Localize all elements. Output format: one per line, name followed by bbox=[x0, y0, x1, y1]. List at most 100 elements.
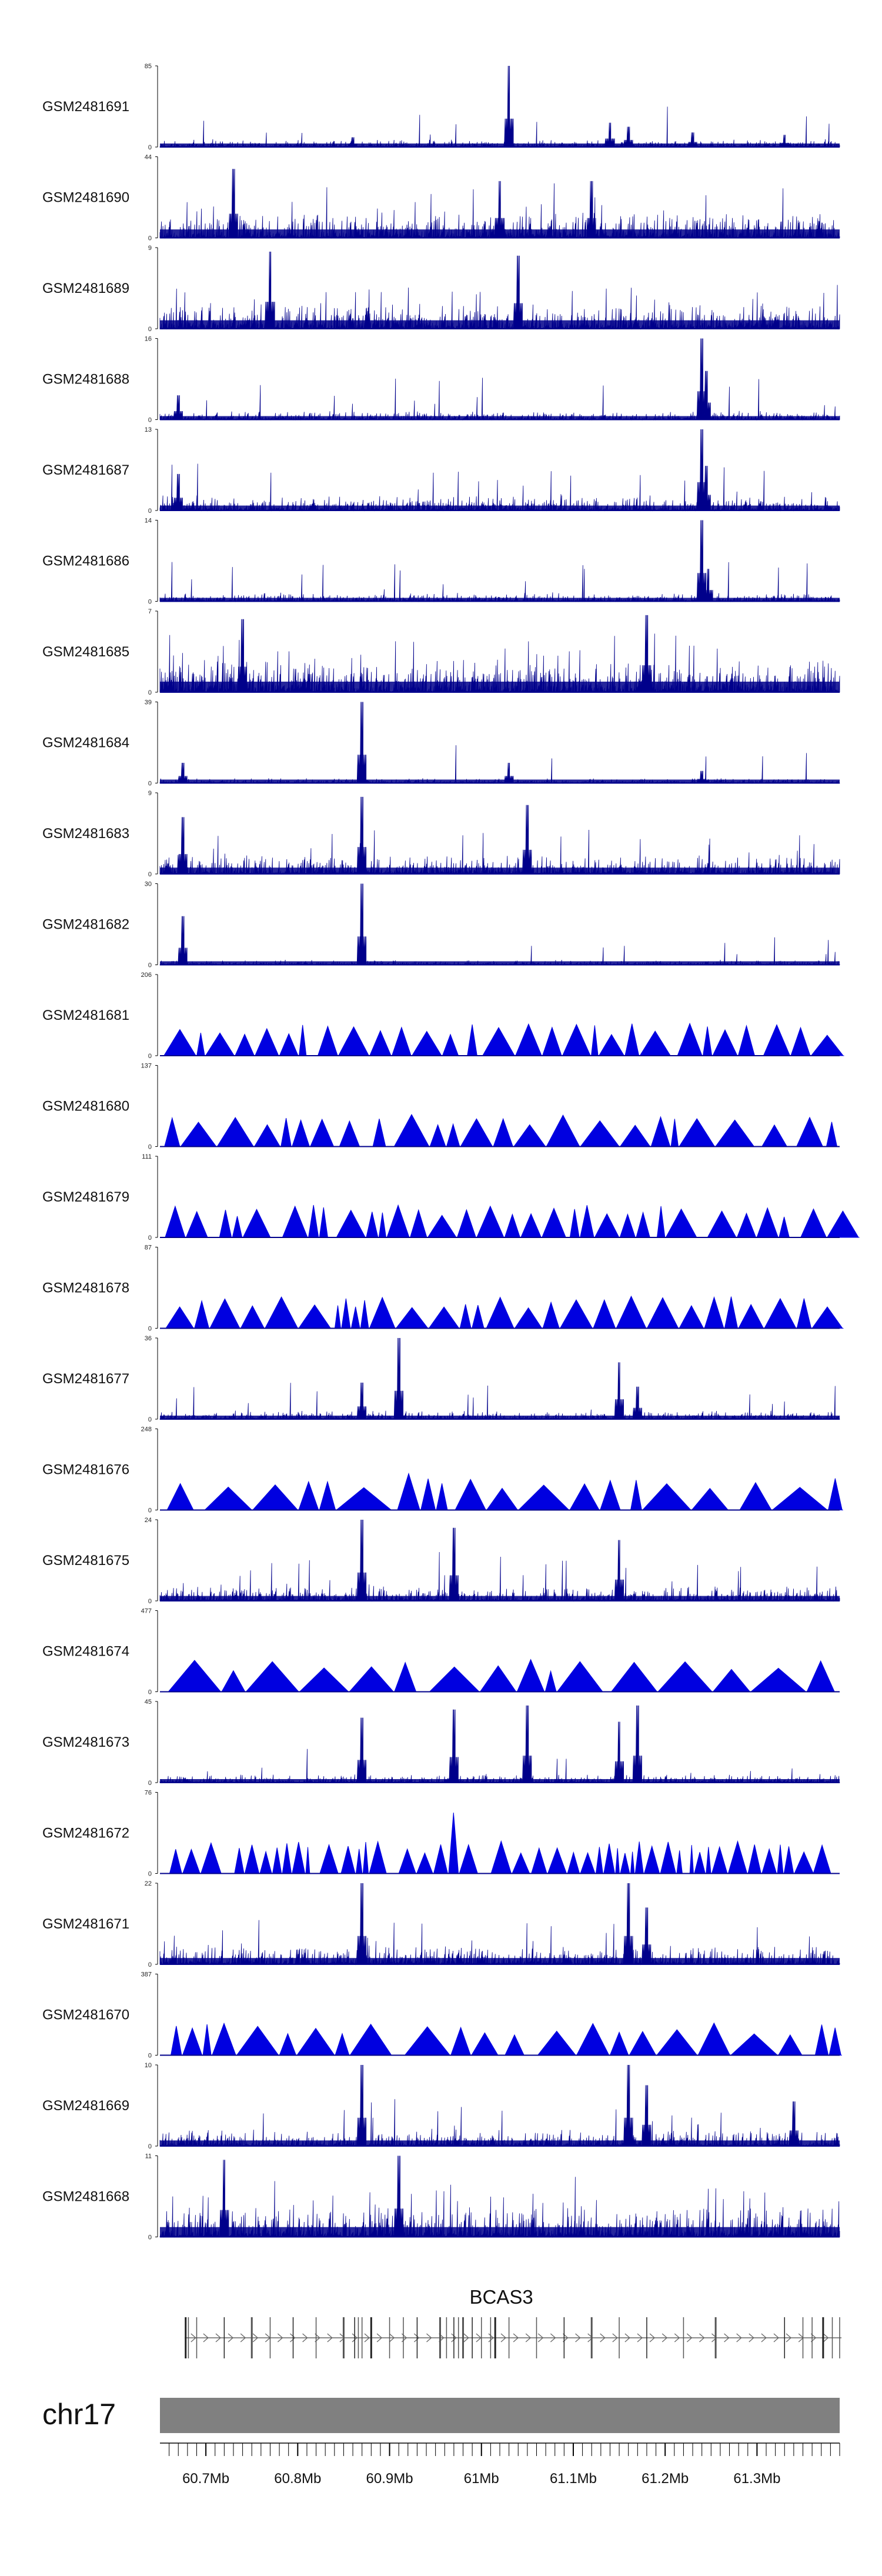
signal-baseline bbox=[160, 1779, 840, 1783]
signal-area bbox=[159, 1337, 840, 1420]
strand-arrow bbox=[686, 2333, 693, 2343]
strand-arrow bbox=[537, 2333, 544, 2343]
track-gsm2481678: GSM2481678 87 0 bbox=[42, 1244, 844, 1333]
strand-arrow bbox=[389, 2333, 395, 2343]
y-max-label: 477 bbox=[141, 1608, 152, 1615]
strand-arrow bbox=[327, 2333, 333, 2343]
signal-area bbox=[165, 1204, 860, 1238]
signal-baseline bbox=[160, 867, 840, 874]
strand-arrow bbox=[451, 2333, 457, 2343]
track-gsm2481672: GSM2481672 76 0 bbox=[42, 1790, 840, 1878]
track-gsm2481681: GSM2481681 206 0 bbox=[42, 972, 844, 1060]
signal-baseline bbox=[160, 144, 840, 147]
strand-arrow bbox=[376, 2333, 383, 2343]
axis-tick-label: 61.2Mb bbox=[642, 2471, 689, 2487]
track-gsm2481669: GSM2481669 10 0 bbox=[42, 2062, 840, 2150]
strand-arrow bbox=[612, 2333, 618, 2343]
signal-area bbox=[159, 883, 840, 966]
y-min-label: 0 bbox=[148, 2234, 152, 2241]
y-min-label: 0 bbox=[148, 1598, 152, 1605]
y-min-label: 0 bbox=[148, 2143, 152, 2150]
track-label: GSM2481673 bbox=[42, 1734, 129, 1750]
track-gsm2481690: GSM2481690 44 0 bbox=[42, 154, 840, 242]
track-gsm2481668: GSM2481668 11 0 bbox=[42, 2153, 840, 2241]
y-min-label: 0 bbox=[148, 417, 152, 424]
y-max-label: 39 bbox=[145, 699, 152, 706]
y-min-label: 0 bbox=[148, 1416, 152, 1423]
strand-arrow bbox=[352, 2333, 358, 2343]
signal-area bbox=[163, 1022, 844, 1056]
signal-area bbox=[159, 169, 840, 239]
signal-area bbox=[159, 1519, 840, 1602]
track-gsm2481680: GSM2481680 137 0 bbox=[42, 1063, 840, 1151]
track-label: GSM2481682 bbox=[42, 917, 129, 933]
strand-arrow bbox=[476, 2333, 482, 2343]
signal-baseline bbox=[160, 505, 840, 510]
y-min-label: 0 bbox=[148, 780, 152, 788]
track-gsm2481676: GSM2481676 248 0 bbox=[42, 1426, 843, 1514]
y-max-label: 24 bbox=[145, 1517, 152, 1524]
signal-baseline bbox=[160, 779, 840, 783]
track-label: GSM2481677 bbox=[42, 1371, 129, 1387]
y-max-label: 206 bbox=[141, 972, 152, 979]
signal-area bbox=[159, 251, 840, 330]
y-max-label: 11 bbox=[145, 2153, 152, 2160]
y-max-label: 45 bbox=[145, 1699, 152, 1706]
signal-baseline bbox=[160, 961, 840, 965]
track-label: GSM2481669 bbox=[42, 2098, 129, 2114]
track-gsm2481675: GSM2481675 24 0 bbox=[42, 1517, 840, 1605]
signal-area bbox=[159, 615, 840, 693]
track-label: GSM2481683 bbox=[42, 826, 129, 842]
y-min-label: 0 bbox=[148, 1780, 152, 1787]
signal-area bbox=[159, 338, 840, 421]
y-min-label: 0 bbox=[148, 1871, 152, 1878]
track-label: GSM2481670 bbox=[42, 2007, 129, 2023]
signal-area bbox=[159, 65, 840, 148]
signal-baseline bbox=[160, 2227, 840, 2237]
signal-area bbox=[170, 2022, 842, 2056]
strand-arrow bbox=[463, 2333, 469, 2343]
track-gsm2481683: GSM2481683 9 0 bbox=[42, 790, 840, 878]
track-label: GSM2481672 bbox=[42, 1826, 129, 1841]
y-max-label: 44 bbox=[145, 154, 152, 161]
strand-arrow bbox=[600, 2333, 606, 2343]
gene-name-label: BCAS3 bbox=[470, 2286, 533, 2308]
track-gsm2481691: GSM2481691 85 0 bbox=[42, 63, 840, 151]
strand-arrow bbox=[810, 2333, 817, 2343]
signal-area bbox=[159, 1705, 840, 1784]
strand-arrow bbox=[252, 2333, 259, 2343]
y-max-label: 22 bbox=[145, 1880, 152, 1887]
track-label: GSM2481686 bbox=[42, 553, 129, 569]
y-max-label: 9 bbox=[148, 245, 152, 252]
strand-arrow bbox=[315, 2333, 320, 2343]
strand-arrow bbox=[277, 2333, 283, 2343]
genome-axis: 60.7Mb 60.8Mb 60.9Mb 61Mb 61.1Mb 61.2Mb 61.3Mb bbox=[160, 2442, 840, 2487]
strand-arrow bbox=[413, 2333, 420, 2343]
y-max-label: 13 bbox=[145, 426, 152, 433]
axis-tick-label: 60.7Mb bbox=[182, 2471, 229, 2487]
signal-baseline bbox=[160, 1596, 840, 1601]
signal-baseline bbox=[160, 682, 840, 692]
strand-arrow bbox=[761, 2333, 767, 2343]
y-min-label: 0 bbox=[148, 1144, 152, 1151]
y-max-label: 30 bbox=[145, 881, 152, 888]
y-max-label: 7 bbox=[148, 608, 152, 615]
gene-track: BCAS3 bbox=[185, 2286, 842, 2358]
track-label: GSM2481684 bbox=[42, 735, 129, 751]
strand-arrow bbox=[364, 2333, 370, 2343]
signal-baseline bbox=[160, 598, 840, 602]
strand-arrow bbox=[426, 2333, 432, 2343]
y-min-label: 0 bbox=[148, 1326, 152, 1333]
y-max-label: 137 bbox=[141, 1063, 152, 1070]
strand-arrow bbox=[773, 2333, 779, 2343]
chromosome-band bbox=[160, 2398, 840, 2433]
track-label: GSM2481681 bbox=[42, 1007, 129, 1023]
track-label: GSM2481674 bbox=[42, 1644, 129, 1660]
signal-area bbox=[159, 702, 840, 785]
track-gsm2481689: GSM2481689 9 0 bbox=[42, 245, 840, 333]
signal-area bbox=[166, 1472, 843, 1510]
strand-arrow bbox=[624, 2333, 630, 2343]
y-min-label: 0 bbox=[148, 1689, 152, 1696]
strand-arrow bbox=[749, 2333, 754, 2343]
